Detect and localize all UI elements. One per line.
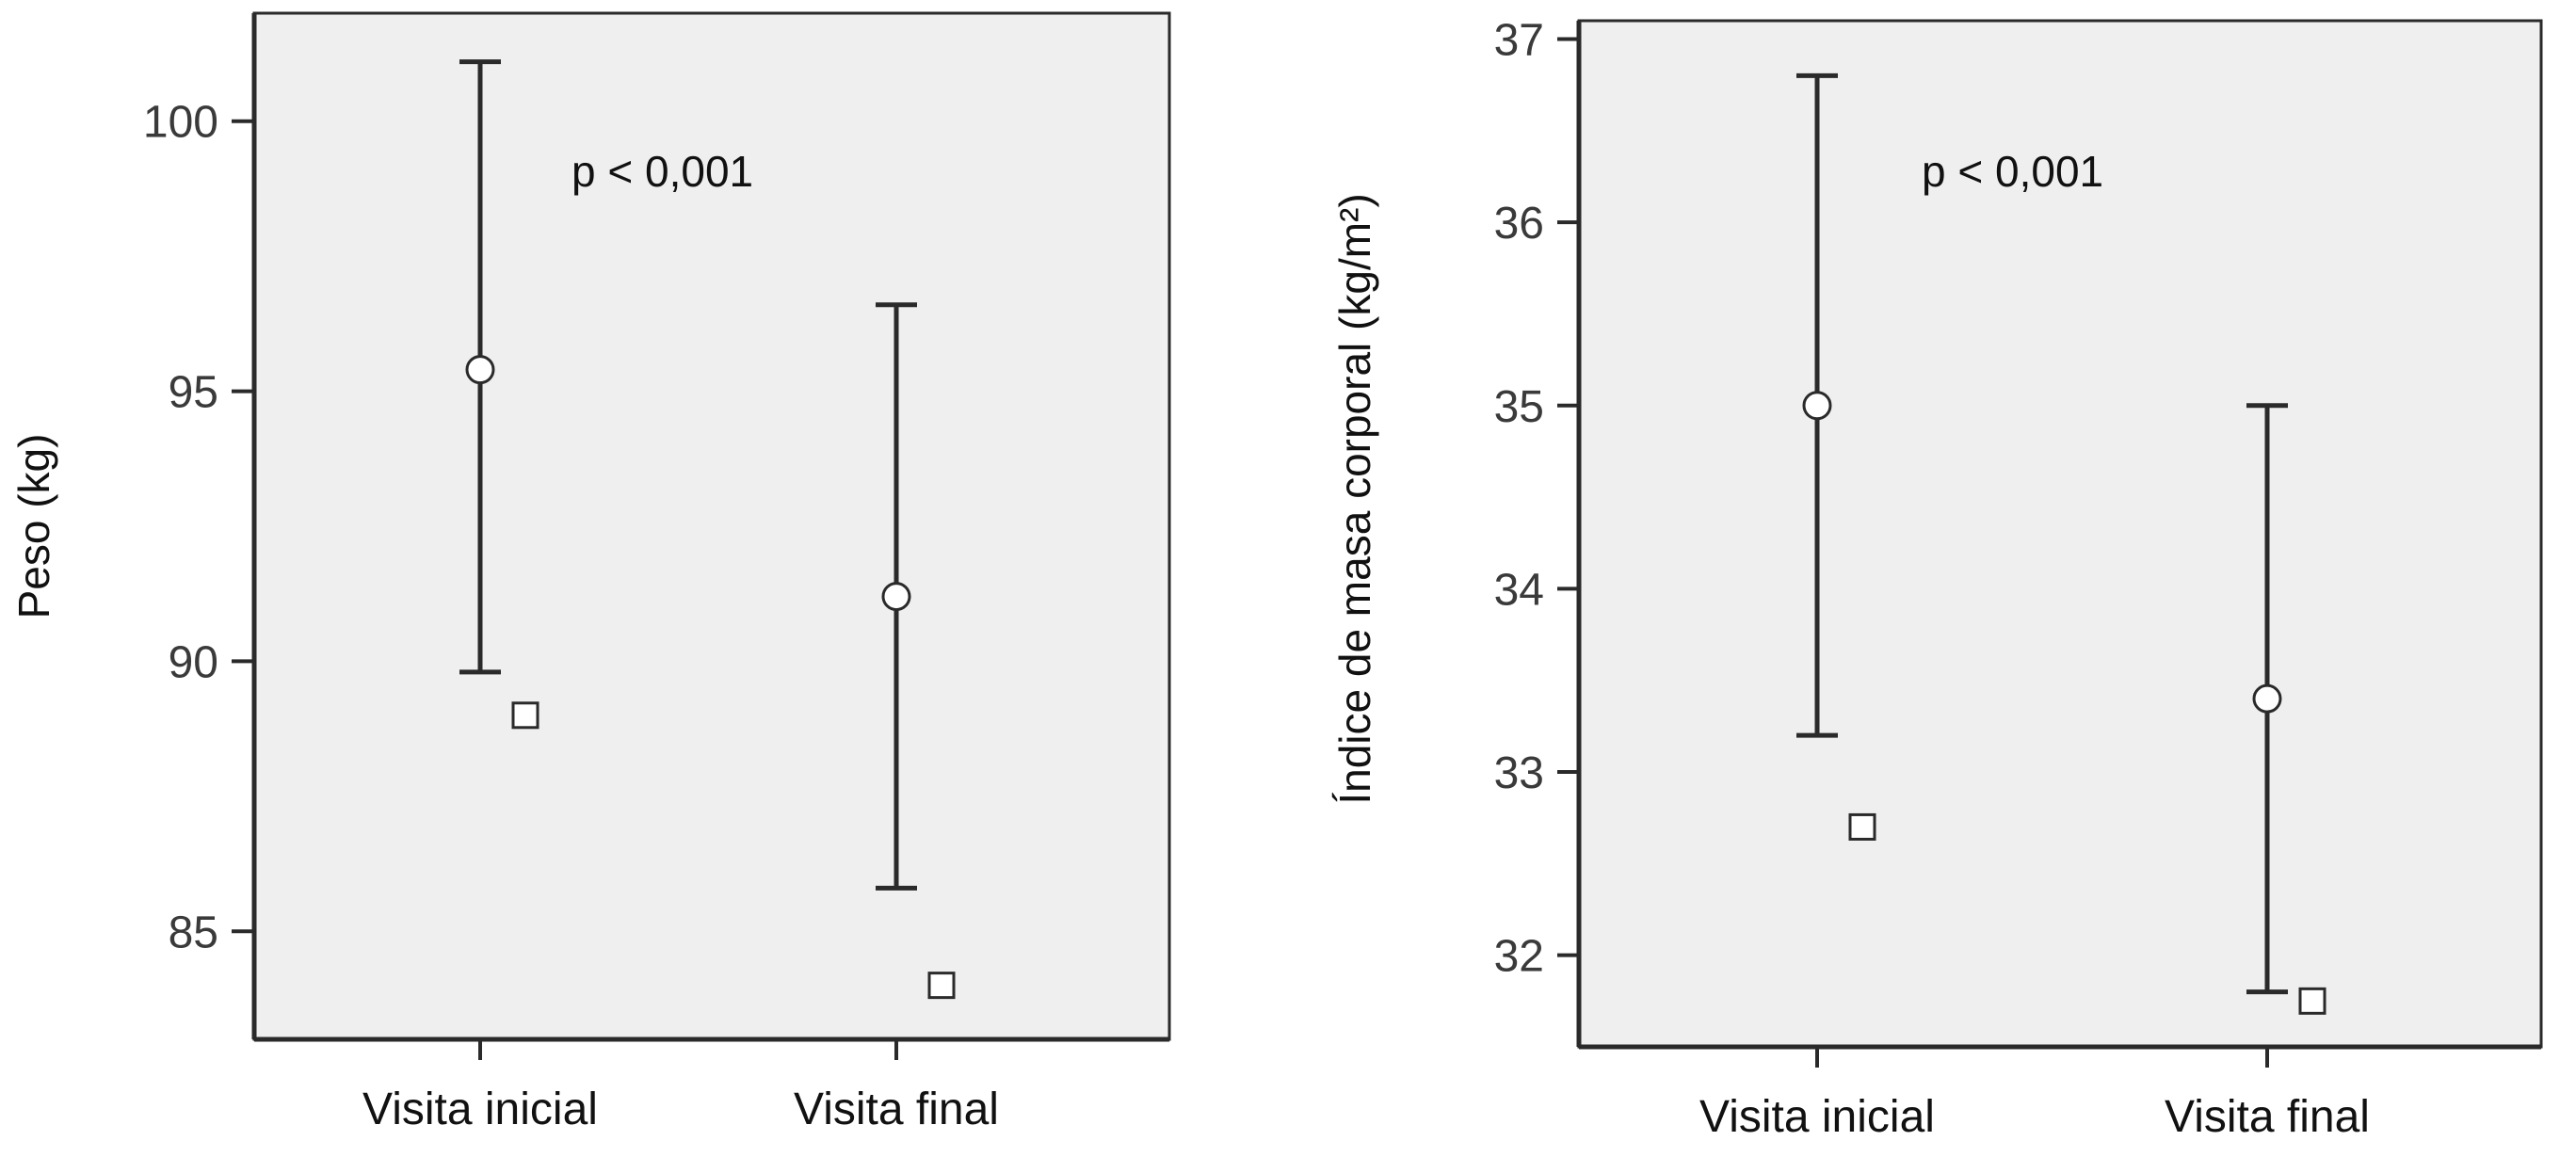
- y-tick-label: 95: [169, 368, 218, 418]
- chart-weight: 85 90 95 100 Visita inicial Visita final p <…: [9, 11, 1171, 1134]
- errorbars-weight: [459, 59, 956, 1000]
- y-axis-title-weight: Peso (kg): [9, 434, 58, 619]
- p-value-annotation-weight: p < 0,001: [572, 147, 753, 196]
- mean-marker: [1802, 391, 1832, 421]
- y-ticks-weight: 85 90 95 100: [143, 98, 254, 957]
- x-category-label: Visita final: [2165, 1092, 2370, 1142]
- y-tick-label: 32: [1494, 932, 1544, 982]
- mean-marker: [2252, 683, 2282, 714]
- y-tick-label: 33: [1494, 748, 1544, 798]
- mean-marker: [465, 355, 495, 385]
- square-marker: [2298, 987, 2326, 1015]
- y-tick-label: 100: [143, 98, 218, 148]
- y-axis-title-bmi: Índice de masa corporal (kg/m²): [1330, 193, 1379, 804]
- mean-marker: [881, 582, 911, 612]
- p-value-annotation-bmi: p < 0,001: [1922, 147, 2103, 196]
- x-category-label: Visita inicial: [362, 1085, 598, 1134]
- x-category-label: Visita final: [794, 1085, 999, 1134]
- square-marker: [927, 972, 956, 1000]
- y-tick-label: 90: [169, 637, 218, 687]
- plot-area-weight: [252, 11, 1171, 1041]
- y-tick-label: 34: [1494, 565, 1544, 615]
- y-tick-label: 35: [1494, 382, 1544, 432]
- square-marker: [511, 701, 539, 730]
- square-marker: [1848, 812, 1876, 841]
- y-ticks-bmi: 32 33 34 35 36 37: [1494, 15, 1579, 982]
- x-categories-bmi: Visita inicial Visita final: [1699, 1047, 2370, 1142]
- x-category-label: Visita inicial: [1699, 1092, 1935, 1142]
- x-categories-weight: Visita inicial Visita final: [362, 1039, 999, 1134]
- y-tick-label: 36: [1494, 199, 1544, 249]
- errorbars-bmi: [1796, 72, 2326, 1015]
- plot-area-bmi: [1577, 19, 2543, 1049]
- y-tick-label: 37: [1494, 15, 1544, 65]
- y-tick-label: 85: [169, 908, 218, 957]
